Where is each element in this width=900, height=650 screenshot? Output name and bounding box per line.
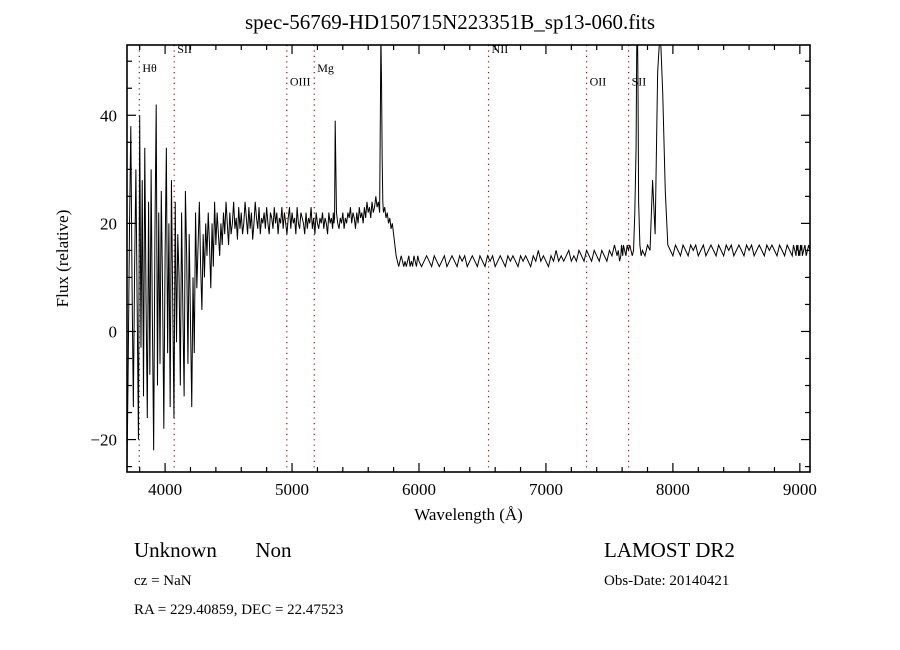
ra-dec-value: RA = 229.40859, DEC = 22.47523 bbox=[134, 602, 344, 618]
survey-label: LAMOST DR2 bbox=[604, 538, 735, 562]
object-class: Unknown bbox=[134, 538, 217, 562]
obs-date-label: Obs-Date: 20140421 bbox=[604, 573, 730, 589]
spectral-line-label-5: OII bbox=[590, 75, 607, 89]
y-tick-label-3: −20 bbox=[90, 431, 117, 450]
page-title: spec-56769-HD150715N223351B_sp13-060.fit… bbox=[244, 10, 656, 34]
spectrum-plot: Hθ SII OIII Mg NII OII SII 4000 5000 6000 7000 8000… bbox=[53, 42, 817, 524]
object-subclass: Non bbox=[255, 538, 292, 562]
y-tick-label-0: 40 bbox=[100, 106, 117, 125]
x-axis-title: Wavelength (Å) bbox=[414, 505, 523, 524]
y-axis-tick-labels: 40 20 0 −20 bbox=[90, 106, 117, 449]
x-tick-label-1: 5000 bbox=[275, 480, 309, 499]
x-tick-label-0: 4000 bbox=[148, 480, 182, 499]
cz-value: cz = NaN bbox=[134, 573, 192, 589]
x-axis-ticks bbox=[139, 45, 801, 472]
x-tick-label-4: 8000 bbox=[656, 480, 690, 499]
x-axis-tick-labels: 4000 5000 6000 7000 8000 9000 bbox=[148, 480, 817, 499]
x-tick-label-3: 7000 bbox=[529, 480, 563, 499]
y-tick-label-1: 20 bbox=[100, 214, 117, 233]
y-axis-title: Flux (relative) bbox=[53, 210, 72, 308]
plot-frame bbox=[126, 44, 811, 473]
x-tick-label-2: 6000 bbox=[402, 480, 436, 499]
y-tick-label-2: 0 bbox=[109, 322, 118, 341]
spectral-line-label-2: OIII bbox=[290, 75, 311, 89]
spectral-line-label-3: Mg bbox=[317, 61, 334, 75]
object-class-label: Unknown Non bbox=[134, 538, 292, 563]
spectral-line-label-0: Hθ bbox=[142, 61, 157, 75]
spectral-line-label-6: SII bbox=[632, 75, 647, 89]
x-tick-label-5: 9000 bbox=[783, 480, 817, 499]
y-axis-ticks bbox=[127, 60, 810, 468]
spectrum-trace bbox=[127, 45, 810, 472]
